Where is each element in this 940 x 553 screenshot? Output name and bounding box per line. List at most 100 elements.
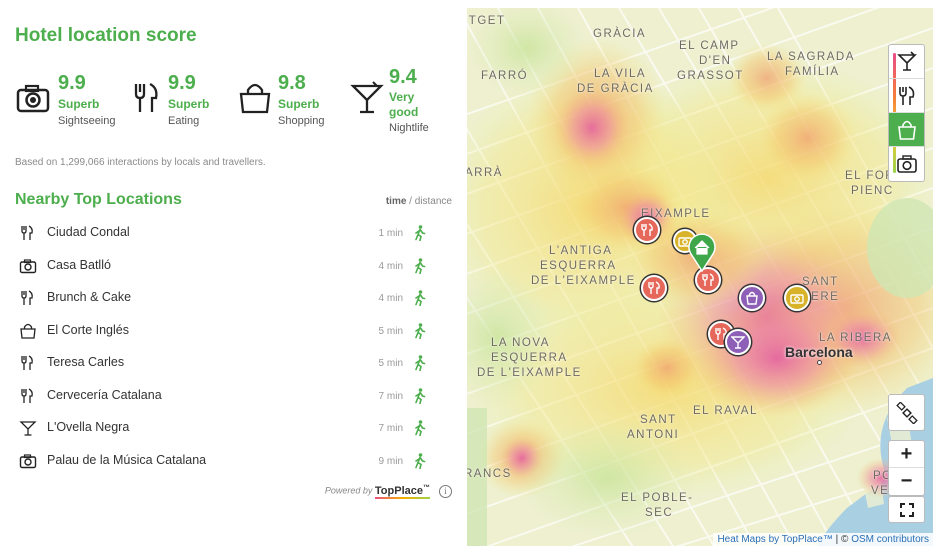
- district-label: DE L'EIXAMPLE: [531, 275, 636, 287]
- osm-link[interactable]: OSM contributors: [851, 534, 929, 545]
- district-label: UTGET: [467, 15, 506, 27]
- district-label: GRASSOT: [677, 70, 744, 82]
- time-distance-header: time / distance: [386, 196, 452, 207]
- shopping-bag-icon: [237, 80, 273, 116]
- restaurant-pin[interactable]: [695, 267, 721, 293]
- restaurant-pin[interactable]: [641, 275, 667, 301]
- district-label: EL POBLE-: [621, 492, 694, 504]
- info-icon[interactable]: i: [439, 485, 452, 498]
- score-rating: Superb: [278, 97, 320, 111]
- walking-icon: [413, 452, 427, 469]
- score-rating: Superb: [168, 97, 210, 111]
- zoom-in-button[interactable]: +: [889, 441, 924, 468]
- city-label: Barcelona: [785, 344, 853, 360]
- fork-knife-icon: [898, 85, 914, 105]
- location-time: 4 min: [378, 260, 403, 272]
- district-label: D'EN: [699, 55, 732, 67]
- district-label: PO: [873, 470, 893, 482]
- location-name: El Corte Inglés: [47, 322, 129, 337]
- nightlife-pin[interactable]: [725, 329, 751, 355]
- score-sightseeing: 9.9 Superb Sightseeing: [15, 66, 125, 136]
- list-item[interactable]: Cervecería Catalana 7 min: [15, 381, 455, 414]
- district-label: ESQUERRA: [491, 352, 568, 364]
- list-item[interactable]: Ciudad Condal 1 min: [15, 218, 455, 251]
- district-label: L'ANTIGA: [549, 245, 613, 257]
- score-rating-line1: Very: [389, 90, 415, 104]
- fork-knife-icon: [641, 223, 653, 236]
- location-time: 5 min: [378, 358, 403, 369]
- score-nightlife: 9.4 Very good Nightlife: [349, 66, 455, 136]
- satellite-icon: [895, 401, 918, 424]
- district-label: LA VILA: [594, 68, 647, 80]
- topplace-logo[interactable]: TopPlace™: [374, 484, 430, 499]
- walking-icon: [413, 290, 427, 307]
- shopping-pin[interactable]: [739, 285, 765, 311]
- camera-icon: [896, 155, 917, 173]
- fork-knife-icon: [19, 354, 37, 372]
- district-label: ARRÀ: [467, 167, 503, 179]
- list-item[interactable]: El Corte Inglés 5 min: [15, 316, 455, 349]
- distance-toggle[interactable]: distance: [414, 196, 452, 207]
- list-item[interactable]: Palau de la Música Catalana 9 min: [15, 446, 455, 479]
- shopping-bag-icon: [746, 291, 758, 305]
- restaurant-pin[interactable]: [634, 217, 660, 243]
- district-label: LA RIBERA: [819, 332, 892, 344]
- shopping-bag-icon: [897, 120, 916, 140]
- list-item[interactable]: Teresa Carles 5 min: [15, 348, 455, 381]
- interactions-note: Based on 1,299,066 interactions by local…: [15, 157, 266, 168]
- layer-sightseeing-button[interactable]: [889, 147, 924, 181]
- brand-name: TopPlace: [374, 484, 423, 497]
- heat-map[interactable]: UTGET GRÀCIA EL CAMP D'EN GRASSOT LA SAG…: [467, 8, 933, 546]
- layer-eating-button[interactable]: [889, 79, 924, 113]
- location-name: Teresa Carles: [47, 355, 125, 369]
- fullscreen-icon: [899, 502, 914, 517]
- walking-icon: [413, 257, 427, 274]
- location-name: Cervecería Catalana: [47, 387, 162, 402]
- shopping-bag-icon: [19, 322, 37, 340]
- score-eating: 9.9 Superb Eating: [130, 66, 240, 136]
- location-time: 9 min: [378, 455, 403, 467]
- score-value: 9.9: [168, 72, 196, 94]
- list-item[interactable]: L'Ovella Negra 7 min: [15, 413, 455, 446]
- layer-shopping-button[interactable]: [889, 113, 924, 147]
- heatmaps-link[interactable]: Heat Maps by TopPlace™: [717, 534, 833, 545]
- satellite-button[interactable]: [888, 394, 925, 431]
- map-canvas: [467, 8, 933, 546]
- fullscreen-button[interactable]: [888, 496, 925, 523]
- district-label: EL CAMP: [679, 40, 740, 52]
- score-rating: Superb: [58, 97, 100, 111]
- location-name: Brunch & Cake: [47, 290, 132, 304]
- location-score-panel: Hotel location score 9.9 Superb Sightsee…: [0, 0, 466, 553]
- district-label: ESQUERRA: [540, 260, 617, 272]
- location-name: Ciudad Condal: [47, 225, 130, 239]
- score-value: 9.8: [278, 72, 306, 94]
- walking-icon: [413, 225, 427, 242]
- fork-knife-icon: [130, 80, 166, 116]
- list-item[interactable]: Casa Batlló 4 min: [15, 251, 455, 284]
- district-label: RANCS: [467, 468, 512, 480]
- district-label: DE GRÀCIA: [577, 83, 654, 95]
- layer-nightlife-button[interactable]: [889, 45, 924, 79]
- district-label: ANTONI: [627, 429, 680, 441]
- fork-knife-icon: [648, 281, 660, 294]
- attribution-separator: | ©: [832, 534, 852, 545]
- zoom-out-button[interactable]: −: [900, 470, 913, 492]
- list-item[interactable]: Brunch & Cake 4 min: [15, 283, 455, 316]
- fork-knife-icon: [19, 387, 37, 405]
- score-value: 9.4: [389, 66, 417, 88]
- district-label: EIXAMPLE: [641, 208, 711, 220]
- score-rating-line2: good: [389, 105, 419, 119]
- fork-knife-icon: [19, 289, 37, 307]
- score-value: 9.9: [58, 72, 86, 94]
- district-label: FARRÓ: [481, 70, 529, 82]
- camera-icon: [19, 257, 37, 275]
- hotel-marker[interactable]: [687, 232, 717, 272]
- time-toggle[interactable]: time: [385, 196, 407, 207]
- score-shopping: 9.8 Superb Shopping: [237, 66, 347, 136]
- cocktail-icon: [19, 419, 37, 437]
- sightseeing-pin[interactable]: [784, 285, 810, 311]
- walking-icon: [413, 420, 427, 437]
- cocktail-icon: [349, 80, 385, 116]
- powered-by: Powered by TopPlace™: [325, 484, 430, 499]
- zoom-control: + −: [888, 440, 925, 496]
